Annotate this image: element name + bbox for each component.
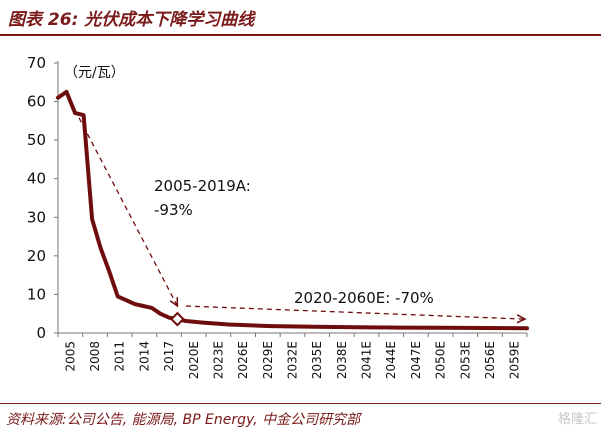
x-tick-label: 2053E [458,341,472,379]
y-tick-label: 60 [27,93,46,111]
y-tick-label: 10 [27,285,46,303]
x-tick-label: 2047E [409,341,423,379]
footer-divider [0,403,601,404]
annotation-historical-range: 2005-2019A: [154,177,251,195]
y-tick-label: 40 [27,170,46,188]
title-divider [0,34,601,36]
x-tick-label: 2023E [211,341,225,379]
watermark-logo: 格隆汇 [557,412,597,427]
y-tick-label: 50 [27,131,46,149]
x-tick-label: 2008 [88,341,102,372]
x-tick-label: 2041E [360,341,374,379]
x-tick-label: 2026E [236,341,250,379]
chart-ticks: 0 10 20 30 40 50 60 70 2005 2008 2011 2014 2017 2020E… [27,54,528,379]
x-tick-label: 2032E [286,341,300,379]
annotation-historical-pct: -93% [154,201,193,219]
figure-title: 图表 26: 光伏成本下降学习曲线 [8,10,255,30]
x-tick-label: 2056E [483,341,497,379]
x-tick-label: 2035E [310,341,324,379]
y-tick-label: 30 [27,208,46,226]
x-tick-label: 2044E [384,341,398,379]
x-tick-label: 2020E [187,341,201,379]
x-tick-label: 2014 [137,341,151,372]
x-tick-label: 2011 [113,341,127,372]
x-tick-label: 2059E [508,341,522,379]
y-axis-unit-label: （元/瓦） [64,65,125,81]
y-tick-label: 20 [27,247,46,265]
cost-curve-line [56,89,529,331]
source-note: 资料来源:公司公告, 能源局, BP Energy, 中金公司研究部 [6,412,361,428]
x-tick-label: 2005 [63,341,77,372]
x-tick-label: 2038E [335,341,349,379]
chart-annotations: （元/瓦） 2005-2019A: -93% 2020-2060E: -70% [64,65,434,307]
x-tick-label: 2050E [434,341,448,379]
annotation-forecast: 2020-2060E: -70% [294,289,434,307]
forecast-decline-arrow [185,305,525,319]
y-tick-label: 0 [36,324,46,342]
chart-series [56,89,529,331]
chart-arrows [65,93,525,319]
x-tick-label: 2029E [261,341,275,379]
y-tick-label: 70 [27,54,46,72]
transition-marker [169,311,185,327]
x-tick-label: 2017 [162,341,176,372]
chart-axes [57,61,527,334]
